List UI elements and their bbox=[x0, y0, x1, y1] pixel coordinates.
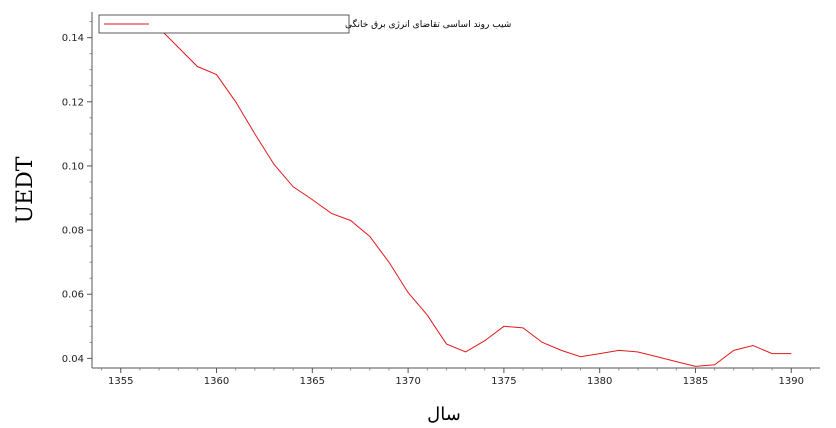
x-tick-label: 1360 bbox=[204, 376, 229, 387]
y-axis-title: UEDT bbox=[13, 156, 38, 223]
y-tick-label: 0.10 bbox=[62, 161, 84, 172]
x-axis-title: سال bbox=[427, 404, 461, 425]
x-tick-label: 1375 bbox=[491, 376, 516, 387]
series-layer bbox=[139, 22, 792, 367]
y-tick-label: 0.06 bbox=[62, 290, 84, 301]
y-tick-label: 0.12 bbox=[62, 97, 84, 108]
x-tick-label: 1365 bbox=[300, 376, 325, 387]
legend-box bbox=[98, 14, 350, 34]
y-tick-label: 0.08 bbox=[62, 226, 84, 237]
x-tick-label: 1355 bbox=[108, 376, 133, 387]
x-tick-label: 1390 bbox=[779, 376, 804, 387]
series-line bbox=[139, 22, 792, 367]
x-tick-label: 1380 bbox=[587, 376, 612, 387]
legend: شیب روند اساسی تقاضای انرژی برق خانگی bbox=[98, 14, 511, 34]
y-tick-label: 0.04 bbox=[62, 354, 84, 365]
x-tick-label: 1370 bbox=[395, 376, 420, 387]
x-tick-label: 1385 bbox=[683, 376, 708, 387]
legend-label: شیب روند اساسی تقاضای انرژی برق خانگی bbox=[345, 18, 511, 30]
y-tick-label: 0.14 bbox=[62, 33, 84, 44]
axes: 1355 1360 1365 1370 1375 1380 1385 1390 0.04 0.06… bbox=[62, 12, 820, 387]
